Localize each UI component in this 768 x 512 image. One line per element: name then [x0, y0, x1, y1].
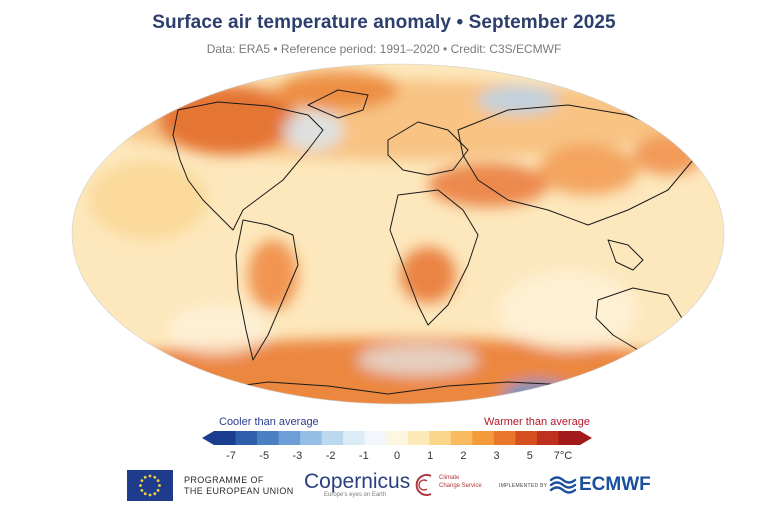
ecmwf-wordmark: ECMWF: [579, 474, 651, 495]
colorbar-segment: [214, 431, 237, 445]
colorbar-segment: [386, 431, 409, 445]
ecmwf-logo: ECMWF: [549, 474, 651, 501]
colorbar-max-arrow: [580, 431, 592, 445]
colorbar-segment: [493, 431, 516, 445]
colorbar-tick-label: 2: [460, 450, 467, 462]
colorbar-tick-label: -3: [292, 450, 303, 462]
logo-bar: PROGRAMME OF THE EUROPEAN UNION Copernic…: [0, 470, 768, 504]
colorbar-segment: [515, 431, 538, 445]
colorbar-segment: [429, 431, 452, 445]
map-subtitle: Data: ERA5 • Reference period: 1991–2020…: [206, 42, 562, 56]
copernicus-logo: Copernicus Europe's eyes on Earth: [304, 470, 410, 498]
colorbar-tick-label: 1: [427, 450, 434, 462]
colorbar-tick-label: -7: [226, 450, 236, 462]
colorbar-min-arrow: [202, 431, 214, 445]
map-title: Surface air temperature anomaly • Septem…: [152, 12, 616, 33]
colorbar-segment: [364, 431, 387, 445]
c3s-icon: [415, 474, 432, 496]
colorbar-tick-label: 7°C: [553, 450, 573, 462]
colorbar-segment: [450, 431, 473, 445]
colorbar-segment: [343, 431, 366, 445]
colorbar-tick-label: 5: [526, 450, 533, 462]
colorbar-segment: [321, 431, 344, 445]
colorbar-tick-label: 3: [493, 450, 500, 462]
colorbar-segment: [472, 431, 495, 445]
c3s-text: Climate Change Service: [439, 474, 499, 490]
eu-flag-icon: [127, 470, 173, 501]
colorbar-segment: [235, 431, 258, 445]
eu-text-line1: PROGRAMME OF: [184, 475, 264, 485]
colorbar-tick-label: -2: [325, 450, 336, 462]
copernicus-tagline: Europe's eyes on Earth: [324, 492, 387, 498]
c3s-logo: Climate Change Service: [413, 472, 482, 503]
copernicus-wordmark: Copernicus: [304, 470, 411, 493]
c3s-line1: Climate: [439, 475, 460, 481]
ecmwf-wave-icon: [549, 476, 577, 494]
colorbar-tick-label: -5: [259, 450, 270, 462]
colorbar-ticks: -7 -5 -3 -2 -1 0 1 2 3 5 7°C: [0, 450, 768, 464]
world-anomaly-map: [71, 63, 725, 405]
colorbar-segment: [536, 431, 559, 445]
legend-warmer-label: Warmer than average: [484, 416, 590, 428]
eu-text-line2: THE EUROPEAN UNION: [184, 486, 294, 496]
colorbar-tick-label: -1: [358, 450, 369, 462]
colorbar-segment: [558, 431, 581, 445]
legend-cooler-label: Cooler than average: [219, 416, 319, 428]
colorbar-tick-label: 0: [393, 450, 401, 462]
colorbar: [202, 431, 592, 445]
colorbar-segment: [300, 431, 323, 445]
c3s-line2: Change Service: [439, 483, 482, 489]
implemented-by-label: IMPLEMENTED BY: [499, 483, 548, 489]
colorbar-segment: [278, 431, 301, 445]
eu-programme-text: PROGRAMME OF THE EUROPEAN UNION: [184, 475, 294, 497]
colorbar-segment: [257, 431, 280, 445]
colorbar-segment: [407, 431, 430, 445]
